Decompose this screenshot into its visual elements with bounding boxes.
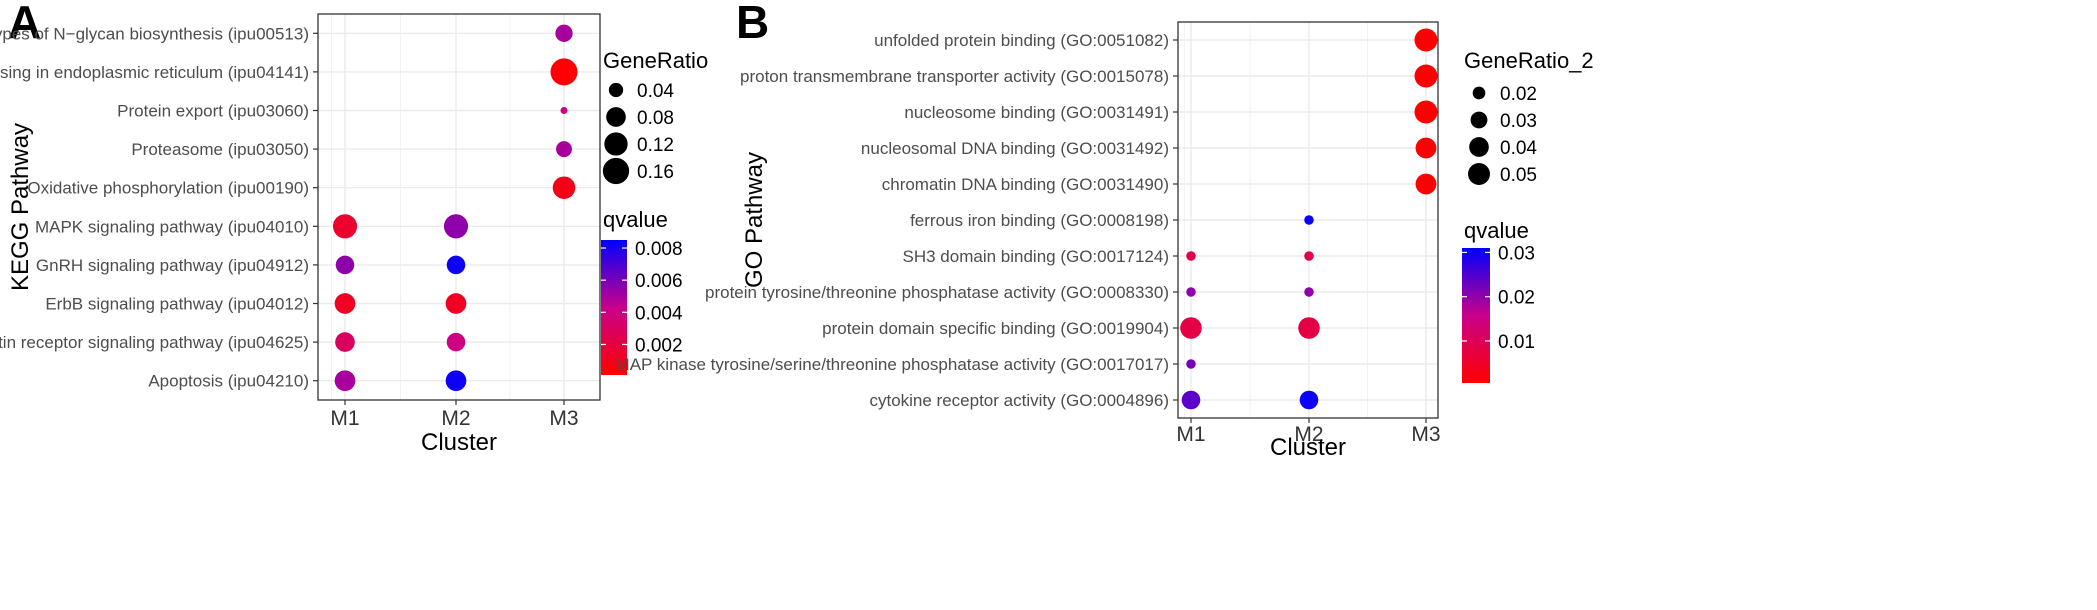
y-tick-label: proton transmembrane transporter activit… [740, 67, 1169, 86]
color-legend-title: qvalue [603, 207, 668, 232]
size-legend-label: 0.05 [1500, 165, 1537, 186]
data-point [1415, 173, 1437, 195]
y-tick-label: ferrous iron binding (GO:0008198) [910, 211, 1169, 230]
color-legend-label: 0.03 [1498, 243, 1535, 264]
data-point [1414, 64, 1438, 88]
data-point [1186, 359, 1196, 369]
data-point [335, 332, 355, 352]
data-point [1414, 100, 1438, 124]
color-legend-label: 0.01 [1498, 332, 1535, 353]
data-point [1415, 137, 1437, 159]
plot-border [317, 13, 601, 401]
size-legend-label: 0.12 [637, 135, 674, 156]
size-legend-label: 0.03 [1500, 111, 1537, 132]
y-tick-label: Protein export (ipu03060) [117, 102, 309, 121]
data-point [556, 141, 572, 158]
x-tick-label: M2 [1294, 423, 1323, 446]
data-point [552, 176, 576, 199]
data-point [446, 255, 466, 275]
y-tick-label: MAPK signaling pathway (ipu04010) [35, 217, 309, 236]
data-point [446, 332, 466, 352]
data-point [335, 255, 355, 275]
size-legend-dot [1469, 137, 1489, 157]
x-axis-title: Cluster [1270, 434, 1346, 461]
size-legend-dot [1468, 163, 1490, 185]
data-point [560, 107, 568, 114]
data-point [1304, 215, 1314, 225]
color-legend-label: 0.006 [635, 271, 683, 292]
y-tick-label: unfolded protein binding (GO:0051082) [874, 31, 1169, 50]
y-tick-label: ErbB signaling pathway (ipu04012) [45, 295, 309, 314]
data-point [334, 370, 356, 392]
color-legend-label: 0.008 [635, 239, 683, 260]
color-legend-label: 0.002 [635, 335, 683, 356]
size-legend-dot [606, 107, 626, 127]
color-legend-label: 0.02 [1498, 288, 1535, 309]
y-tick-label: Protein processing in endoplasmic reticu… [0, 63, 309, 82]
data-point [332, 214, 358, 239]
size-legend-label: 0.16 [637, 162, 674, 183]
y-axis-title: GO Pathway [741, 152, 768, 288]
data-point [1186, 287, 1196, 297]
y-tick-label: MAP kinase tyrosine/serine/threonine pho… [616, 355, 1169, 374]
x-tick-label: M1 [330, 407, 359, 430]
y-tick-label: cytokine receptor activity (GO:0004896) [869, 391, 1169, 410]
y-tick-label: Proteasome (ipu03050) [131, 140, 309, 159]
data-point [445, 293, 467, 314]
data-point [550, 58, 578, 86]
y-tick-label: protein tyrosine/threonine phosphatase a… [705, 283, 1169, 302]
y-tick-label: GnRH signaling pathway (ipu04912) [36, 256, 309, 275]
size-legend-dot [608, 82, 624, 98]
data-point [555, 24, 573, 42]
y-axis-title: KEGG Pathway [7, 123, 34, 291]
y-tick-label: nucleosomal DNA binding (GO:0031492) [861, 139, 1169, 158]
x-tick-label: M2 [441, 407, 470, 430]
data-point [1414, 28, 1438, 52]
x-tick-label: M3 [549, 407, 578, 430]
x-tick-label: M3 [1411, 423, 1440, 446]
panel-label: B [736, 0, 769, 48]
data-point [1298, 317, 1320, 339]
size-legend-label: 0.02 [1500, 84, 1537, 105]
data-point [1186, 251, 1196, 261]
size-legend-title: GeneRatio [603, 48, 708, 73]
size-legend-dot [604, 132, 628, 156]
data-point [1304, 287, 1314, 297]
data-point [334, 293, 356, 314]
size-legend-label: 0.04 [1500, 138, 1537, 159]
color-legend-label: 0.004 [635, 303, 683, 324]
data-point [443, 214, 469, 239]
size-legend-label: 0.04 [637, 81, 674, 102]
size-legend-dot [602, 157, 630, 185]
data-point [1180, 317, 1202, 339]
size-legend-title: GeneRatio_2 [1464, 48, 1594, 73]
x-axis-title: Cluster [421, 429, 497, 456]
x-tick-label: M1 [1176, 423, 1205, 446]
y-tick-label: C−type lectin receptor signaling pathway… [0, 333, 309, 352]
y-tick-label: nucleosome binding (GO:0031491) [904, 103, 1169, 122]
y-tick-label: Oxidative phosphorylation (ipu00190) [27, 179, 309, 198]
data-point [1304, 251, 1314, 261]
panel-label: A [8, 0, 41, 48]
y-tick-label: chromatin DNA binding (GO:0031490) [882, 175, 1169, 194]
color-legend-bar [601, 240, 627, 375]
y-tick-label: protein domain specific binding (GO:0019… [822, 319, 1169, 338]
data-point [445, 370, 467, 392]
color-legend-title: qvalue [1464, 218, 1529, 243]
size-legend-dot [1472, 86, 1486, 100]
y-tick-label: SH3 domain binding (GO:0017124) [903, 247, 1170, 266]
y-tick-label: Various types of N−glycan biosynthesis (… [0, 24, 309, 43]
y-tick-label: Apoptosis (ipu04210) [148, 372, 309, 391]
panel-a-kegg: AVarious types of N−glycan biosynthesis … [0, 0, 708, 456]
data-point [1181, 390, 1201, 410]
size-legend-dot [1470, 111, 1488, 129]
data-point [1299, 390, 1319, 410]
size-legend-label: 0.08 [637, 108, 674, 129]
color-legend-bar [1462, 248, 1490, 383]
